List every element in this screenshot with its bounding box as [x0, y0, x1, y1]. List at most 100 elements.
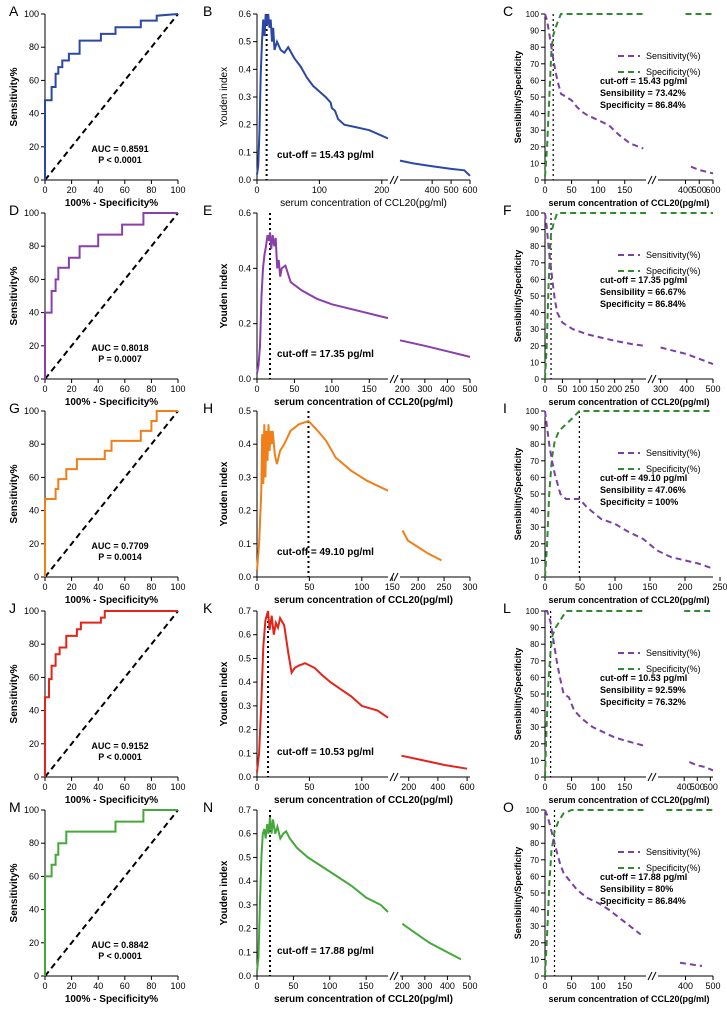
legend-label: Sensitivity(%): [646, 250, 701, 260]
x-tick-label: 50: [567, 981, 577, 991]
x-tick-label: 150: [642, 582, 657, 592]
youden-curve-right: [399, 339, 471, 358]
sensitivity-curve: [690, 165, 714, 175]
legend-label: Sensitivity(%): [646, 648, 701, 658]
reference-diagonal: [44, 212, 179, 380]
y-tick-label: 0.3: [238, 92, 251, 102]
cutoff-label: cut-off = 15.43 pg/ml: [277, 150, 374, 161]
reference-diagonal: [44, 410, 179, 578]
y-tick-label: 60: [530, 275, 539, 284]
y-tick-label: 0.2: [238, 506, 251, 516]
x-tick-label: 80: [146, 981, 156, 991]
y-tick-label: 40: [29, 308, 39, 318]
y-axis-label: Youden index: [219, 661, 230, 726]
sensitivity-curve: [544, 13, 644, 150]
y-tick-label: 20: [29, 539, 39, 549]
y-tick-label: 20: [530, 342, 539, 351]
y-tick-label: 20: [530, 143, 539, 152]
x-tick-label: 500: [705, 981, 720, 991]
y-tick-label: 0.2: [238, 725, 251, 735]
y-axis-label: Sensitivity%: [9, 266, 20, 325]
y-tick-label: 90: [530, 226, 539, 235]
legend-label: Sensitivity(%): [646, 51, 701, 61]
y-axis-label: Sensitivity%: [9, 664, 20, 723]
cutoff-label: cut-off = 49.10 pg/ml: [277, 547, 374, 558]
y-tick-label: 0.3: [238, 900, 251, 910]
x-tick-label: 40: [93, 384, 103, 394]
y-tick-label: 10: [530, 955, 539, 964]
x-tick-label: 50: [567, 782, 577, 792]
y-tick-label: 20: [29, 142, 39, 152]
youden-curve-right: [401, 754, 468, 770]
x-tick-label: 40: [93, 582, 103, 592]
cutoff-label: cut-off = 17.35 pg/ml: [277, 349, 374, 360]
y-tick-label: 100: [526, 10, 540, 19]
panel-letter: L: [503, 600, 511, 616]
x-axis-label: serum concentration of CCL20(pg/ml): [548, 994, 709, 1004]
y-tick-label: 0.4: [238, 64, 251, 74]
x-tick-label: 40: [93, 782, 103, 792]
y-axis-label: Sensibility/Specificity: [513, 51, 523, 144]
axis-break-mark: [651, 971, 657, 981]
cutoff-annotation: cut-off = 17.35 pg/ml: [600, 275, 687, 285]
x-tick-label: 0: [42, 981, 47, 991]
y-axis-label: Sensitivity%: [9, 67, 20, 126]
x-tick-label: 0: [542, 981, 547, 991]
y-tick-label: 0: [34, 374, 39, 384]
x-tick-label: 60: [120, 782, 130, 792]
cutoff-annotation: cut-off = 15.43 pg/ml: [600, 76, 687, 86]
y-tick-label: 0.4: [238, 439, 251, 449]
cutoff-annotation: Specificity = 86.84%: [600, 100, 686, 110]
y-tick-label: 80: [530, 242, 539, 251]
y-tick-label: 50: [530, 93, 539, 102]
y-tick-label: 10: [530, 556, 539, 565]
y-tick-label: 40: [29, 706, 39, 716]
x-tick-label: 500: [692, 185, 707, 195]
y-tick-label: 80: [29, 42, 39, 52]
youden-curve-right: [401, 530, 442, 562]
y-tick-label: 50: [530, 292, 539, 301]
axis-break-mark: [393, 772, 399, 782]
x-tick-label: 200: [607, 384, 622, 394]
panel-letter: D: [9, 202, 19, 218]
x-tick-label: 600: [703, 782, 718, 792]
cutoff-annotation: Sensibility = 80%: [600, 884, 673, 894]
y-tick-label: 40: [530, 707, 539, 716]
x-tick-label: 600: [705, 185, 720, 195]
y-tick-label: 0.6: [238, 630, 251, 640]
x-tick-label: 0: [542, 582, 547, 592]
x-axis-label: 100% - Specificity%: [65, 994, 158, 1005]
y-tick-label: 0.6: [238, 9, 251, 19]
panel-letter: B: [203, 3, 212, 19]
y-tick-label: 0: [535, 773, 540, 782]
y-tick-label: 20: [29, 341, 39, 351]
y-tick-label: 0.0: [238, 772, 251, 782]
x-tick-label: 100: [322, 981, 337, 991]
x-tick-label: 300: [653, 384, 668, 394]
y-tick-label: 100: [24, 208, 39, 218]
axis-break-mark: [651, 175, 657, 185]
panel-letter: K: [203, 600, 213, 616]
panel-letter: A: [9, 3, 19, 19]
y-tick-label: 70: [530, 60, 539, 69]
x-tick-label: 50: [289, 384, 299, 394]
x-axis-label: serum concentration of CCL20(pg/ml): [548, 397, 709, 407]
youden-curve-right: [399, 159, 471, 177]
x-tick-label: 100: [572, 384, 587, 394]
x-axis-label: serum concentration of CCL20(pg/ml): [274, 795, 453, 806]
y-tick-label: 0.1: [238, 947, 251, 957]
y-tick-label: 20: [29, 938, 39, 948]
cutoff-annotation: Sensibility = 73.42%: [600, 88, 686, 98]
y-tick-label: 30: [530, 922, 539, 931]
axis-break-mark: [647, 374, 653, 384]
p-value-label: P < 0.0001: [98, 951, 142, 961]
y-tick-label: 0.6: [238, 208, 251, 218]
x-tick-label: 0: [254, 582, 259, 592]
x-tick-label: 100: [324, 384, 339, 394]
cutoff-annotation: Specificity = 76.32%: [600, 697, 686, 707]
axis-break-mark: [651, 374, 657, 384]
x-axis-label: serum concentration of CCL20(pg/ml): [548, 198, 709, 208]
legend-label: Specificity(%): [646, 464, 701, 474]
x-axis-label: serum concentration of CCL20(pg/ml): [548, 595, 709, 605]
